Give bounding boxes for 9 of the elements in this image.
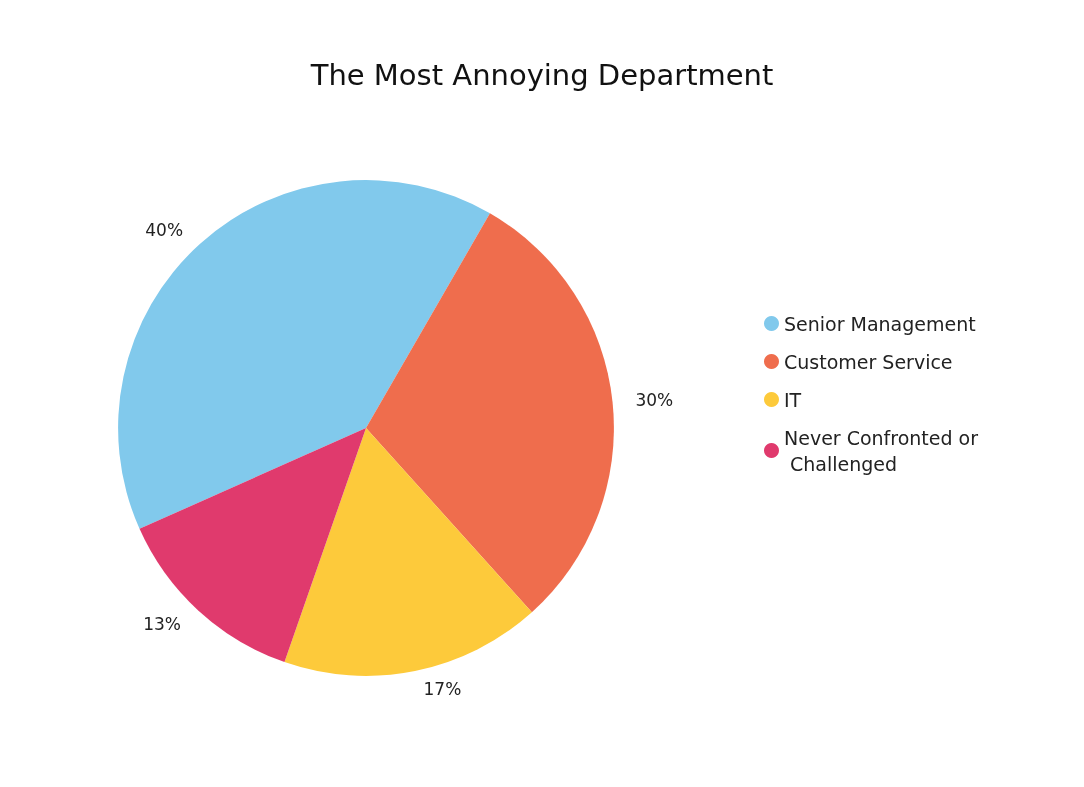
data-label: 40% <box>145 220 184 241</box>
data-label: 13% <box>143 613 182 634</box>
legend-label: Senior Management <box>784 312 976 335</box>
data-label: 17% <box>423 678 462 699</box>
legend-label: IT <box>784 388 802 411</box>
data-label: 30% <box>635 390 674 411</box>
legend-label: Customer Service <box>784 350 953 373</box>
chart-title: The Most Annoying Department <box>309 57 774 92</box>
legend-label: Never Confronted or Challenged <box>784 426 979 475</box>
